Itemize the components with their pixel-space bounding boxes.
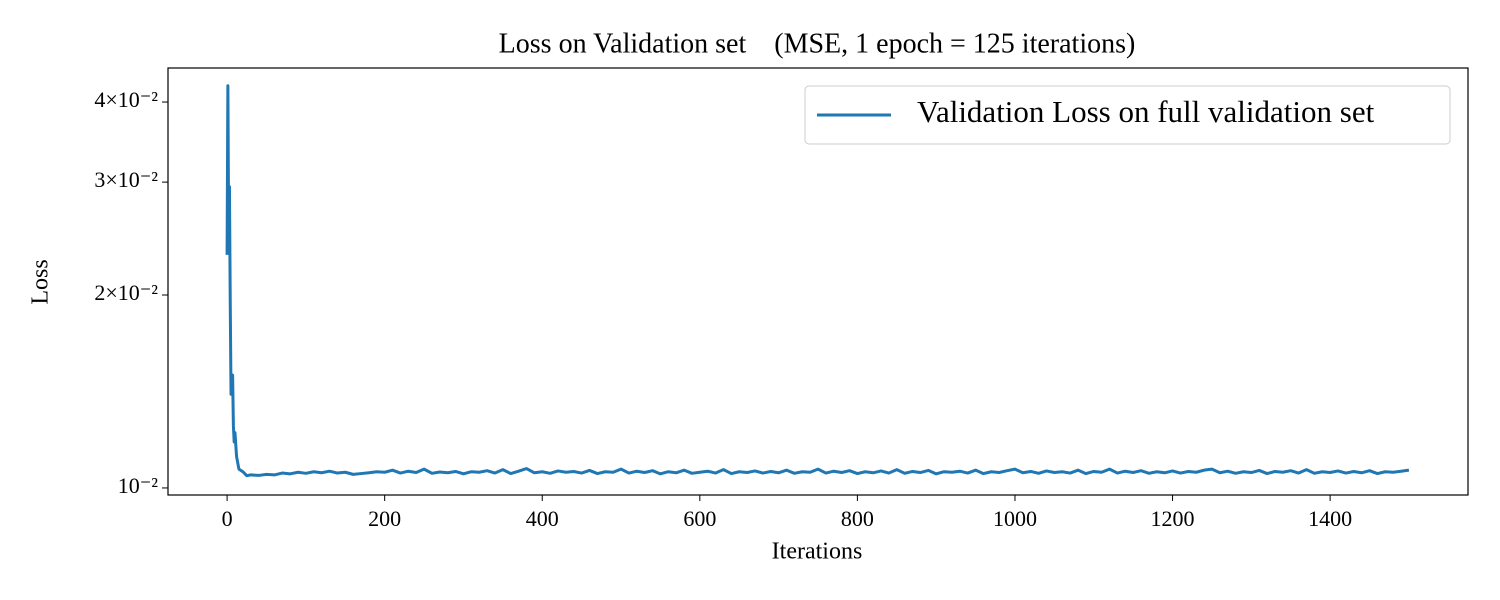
x-tick-label: 400 xyxy=(526,506,559,531)
x-tick-label: 800 xyxy=(841,506,874,531)
x-tick-label: 600 xyxy=(683,506,716,531)
x-tick-label: 1200 xyxy=(1151,506,1195,531)
legend-box xyxy=(804,85,1451,145)
plot-frame xyxy=(167,67,1469,496)
x-axis-label: Iterations xyxy=(772,539,863,565)
x-tick-label: 200 xyxy=(368,506,401,531)
y-tick-label: 3×10⁻² xyxy=(94,167,158,192)
x-tick-label: 1000 xyxy=(993,506,1037,531)
y-axis-label: Loss xyxy=(28,259,54,304)
x-tick-label: 0 xyxy=(222,506,233,531)
legend-label: Validation Loss on full validation set xyxy=(917,94,1375,129)
y-tick-label: 10⁻² xyxy=(118,473,159,498)
y-tick-label: 2×10⁻² xyxy=(94,280,158,305)
y-tick-label: 4×10⁻² xyxy=(94,87,158,112)
x-tick-label: 1400 xyxy=(1308,506,1352,531)
chart-title: Loss on Validation set (MSE, 1 epoch = 1… xyxy=(499,28,1136,59)
line-series xyxy=(225,84,1410,478)
